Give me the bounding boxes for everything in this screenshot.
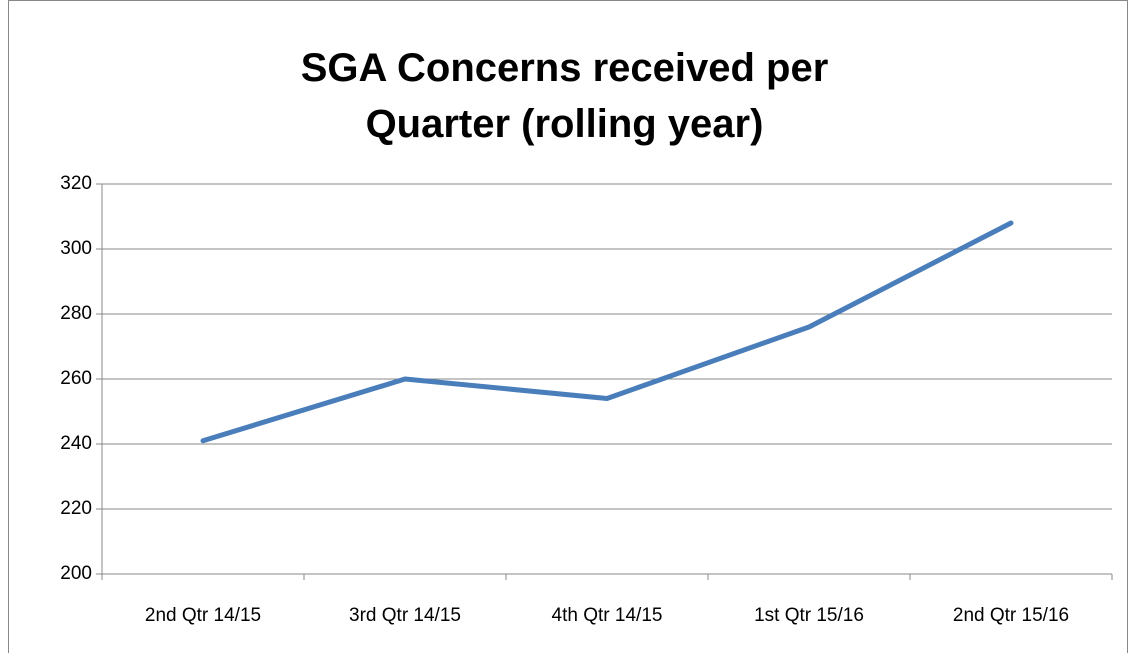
chart-title: SGA Concerns received per Quarter (rolli… [300,46,829,146]
data-line [200,220,1014,444]
y-tick-label: 280 [60,303,92,324]
y-tick-label: 260 [60,368,92,389]
x-tick-label: 2nd Qtr 14/15 [145,605,261,626]
x-tick-label: 4th Qtr 14/15 [552,605,663,626]
y-tick-label: 240 [60,433,92,454]
y-tick-label: 220 [60,498,92,519]
chart-border [8,0,1128,653]
x-tick-label: 2nd Qtr 15/16 [953,605,1069,626]
x-tick-label: 3rd Qtr 14/15 [349,605,461,626]
y-tick-label: 200 [60,563,92,584]
y-tick-label: 320 [60,173,92,194]
x-tick-label: 1st Qtr 15/16 [754,605,864,626]
y-tick-label: 300 [60,238,92,259]
